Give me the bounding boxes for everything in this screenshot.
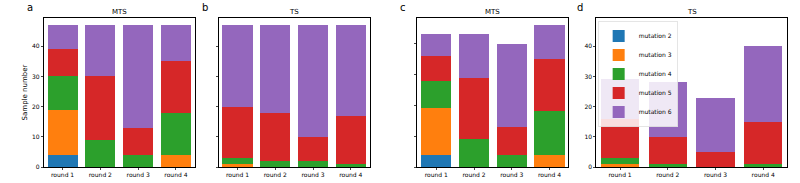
svg-text:20: 20 [32,103,40,110]
svg-text:round 2: round 2 [89,171,112,178]
svg-text:b: b [202,2,208,13]
svg-text:10: 10 [585,133,593,140]
svg-text:round 1: round 1 [425,171,448,178]
svg-text:round 1: round 1 [51,171,74,178]
svg-text:mutation 2: mutation 2 [639,32,672,39]
svg-text:mutation 5: mutation 5 [639,89,672,96]
svg-text:TS: TS [687,8,697,16]
svg-text:MTS: MTS [112,8,127,16]
svg-text:0: 0 [36,163,40,170]
svg-text:30: 30 [32,73,40,80]
svg-text:10: 10 [32,133,40,140]
svg-text:TS: TS [289,8,299,16]
svg-text:mutation 4: mutation 4 [639,70,672,77]
svg-text:round 3: round 3 [704,171,727,178]
svg-text:round 2: round 2 [462,171,485,178]
svg-text:Sample number: Sample number [21,64,29,120]
svg-text:round 3: round 3 [500,171,523,178]
svg-text:mutation 6: mutation 6 [639,108,672,115]
svg-text:round 3: round 3 [127,171,150,178]
svg-text:round 4: round 4 [339,171,362,178]
svg-text:c: c [400,2,406,13]
svg-text:round 1: round 1 [226,171,249,178]
svg-text:round 4: round 4 [164,171,187,178]
svg-text:round 2: round 2 [656,171,679,178]
svg-text:round 4: round 4 [752,171,775,178]
svg-text:round 3: round 3 [301,171,324,178]
svg-text:30: 30 [585,73,593,80]
svg-text:0: 0 [588,163,592,170]
svg-text:MTS: MTS [485,8,500,16]
svg-text:round 1: round 1 [609,171,632,178]
svg-text:d: d [577,2,583,13]
svg-text:40: 40 [32,42,40,49]
svg-text:a: a [27,2,33,13]
svg-text:round 4: round 4 [538,171,561,178]
svg-text:round 2: round 2 [264,171,287,178]
svg-text:20: 20 [585,103,593,110]
svg-text:mutation 3: mutation 3 [639,51,672,58]
svg-text:40: 40 [585,42,593,49]
